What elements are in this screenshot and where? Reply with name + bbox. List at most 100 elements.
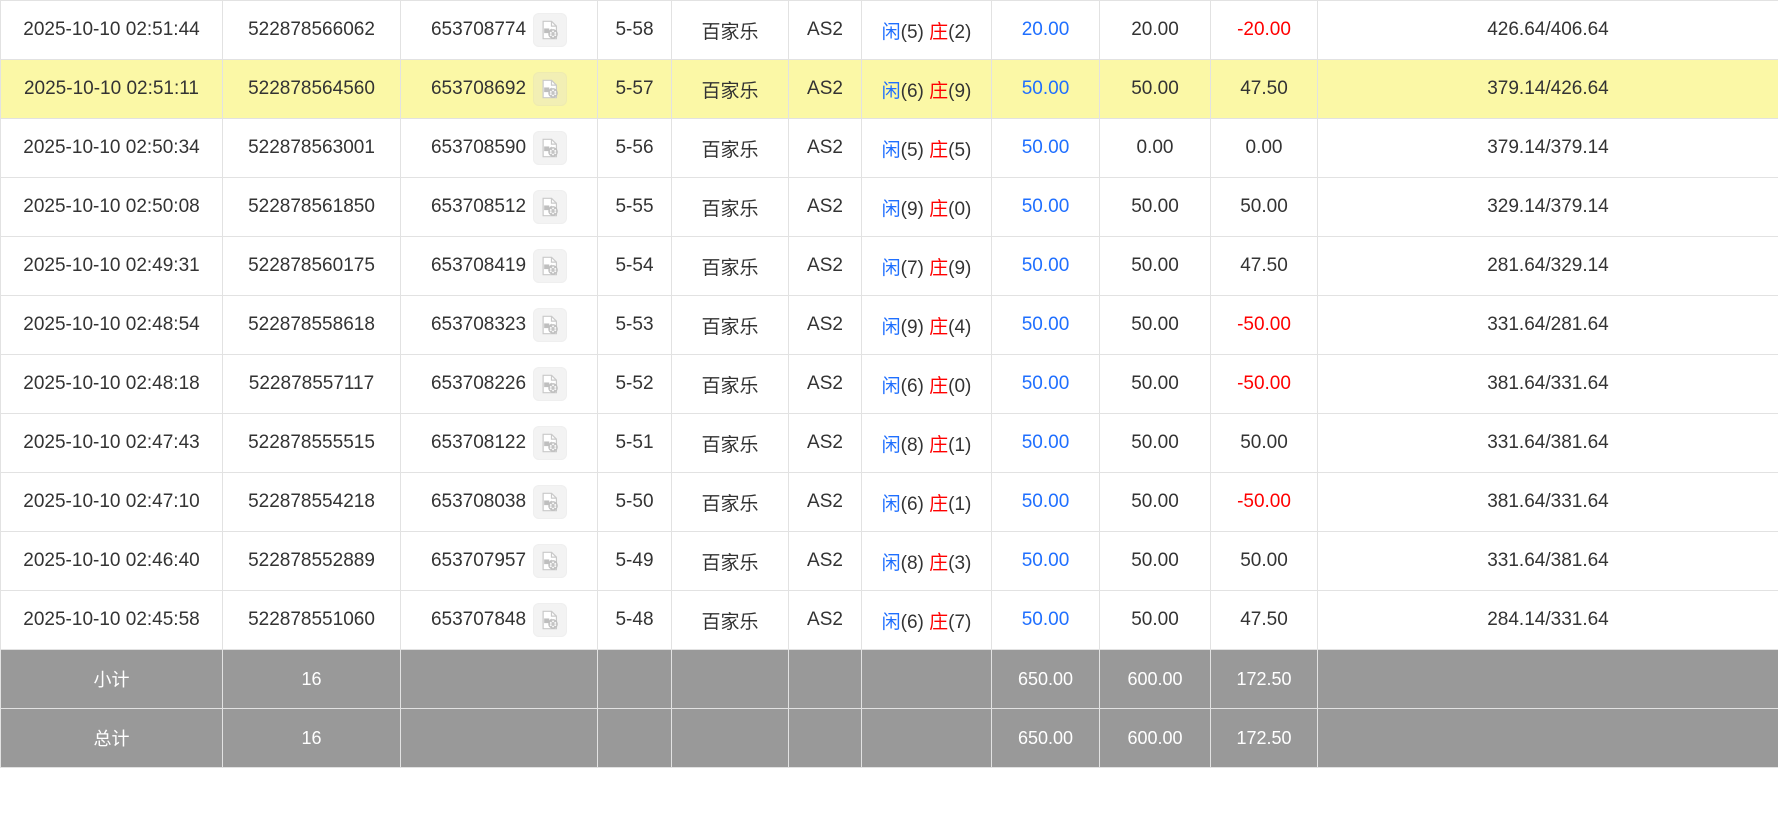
table-row[interactable]: 2025-10-10 02:50:34 522878563001 653708590… xyxy=(0,118,1778,178)
bet-time: 2025-10-10 02:50:34 xyxy=(0,118,223,178)
bet-records-table: 2025-10-10 02:51:44 522878566062 653708774… xyxy=(0,0,1778,768)
bet-amount: 50.00 xyxy=(991,177,1100,237)
valid-bet-amount: 20.00 xyxy=(1099,0,1211,60)
player-points: (8) xyxy=(900,434,924,456)
table-name: AS2 xyxy=(788,59,862,119)
shoe-round: 5-54 xyxy=(597,236,672,296)
bet-amount: 50.00 xyxy=(991,413,1100,473)
banker-points: (0) xyxy=(948,375,972,397)
replay-video-icon[interactable] xyxy=(533,426,568,460)
bet-number: 522878566062 xyxy=(222,0,401,60)
table-row[interactable]: 2025-10-10 02:49:31 522878560175 653708419… xyxy=(0,236,1778,296)
shoe-round: 5-50 xyxy=(597,472,672,532)
balance-before-after: 284.14/331.64 xyxy=(1317,590,1778,650)
game-name: 百家乐 xyxy=(671,236,789,296)
valid-bet-amount: 50.00 xyxy=(1099,590,1211,650)
payout-amount: 50.00 xyxy=(1210,531,1318,591)
bet-time: 2025-10-10 02:51:11 xyxy=(0,59,223,119)
total-game xyxy=(671,708,789,768)
replay-video-icon[interactable] xyxy=(533,13,568,47)
banker-label: 庄 xyxy=(929,552,949,574)
round-number-cell: 653707957 xyxy=(400,531,598,591)
table-row[interactable]: 2025-10-10 02:51:44 522878566062 653708774… xyxy=(0,0,1778,60)
replay-video-icon[interactable] xyxy=(533,367,568,401)
player-label: 闲 xyxy=(881,198,901,220)
valid-bet-amount: 50.00 xyxy=(1099,413,1211,473)
table-row[interactable]: 2025-10-10 02:50:08 522878561850 653708512… xyxy=(0,177,1778,237)
bet-number: 522878555515 xyxy=(222,413,401,473)
banker-label: 庄 xyxy=(929,316,949,338)
round-number-cell: 653708774 xyxy=(400,0,598,60)
banker-points: (4) xyxy=(948,316,972,338)
player-points: (9) xyxy=(900,316,924,338)
total-balance xyxy=(1317,708,1778,768)
bet-amount: 50.00 xyxy=(991,531,1100,591)
table-row[interactable]: 2025-10-10 02:48:54 522878558618 653708323… xyxy=(0,295,1778,355)
table-row[interactable]: 2025-10-10 02:47:10 522878554218 653708038… xyxy=(0,472,1778,532)
replay-video-icon[interactable] xyxy=(533,308,568,342)
banker-label: 庄 xyxy=(929,434,949,456)
game-result-cell: 闲(6) 庄(0) xyxy=(861,354,992,414)
total-result xyxy=(861,708,992,768)
bet-time: 2025-10-10 02:50:08 xyxy=(0,177,223,237)
round-number: 653707848 xyxy=(430,609,527,630)
banker-points: (7) xyxy=(948,611,972,633)
game-name: 百家乐 xyxy=(671,354,789,414)
table-row[interactable]: 2025-10-10 02:48:18 522878557117 653708226… xyxy=(0,354,1778,414)
payout-amount: -50.00 xyxy=(1210,472,1318,532)
replay-video-icon[interactable] xyxy=(533,485,568,519)
banker-points: (1) xyxy=(948,434,972,456)
table-row[interactable]: 2025-10-10 02:51:11 522878564560 653708692… xyxy=(0,59,1778,119)
valid-bet-amount: 0.00 xyxy=(1099,118,1211,178)
replay-video-icon[interactable] xyxy=(533,544,568,578)
subtotal-table xyxy=(788,649,862,709)
game-result-cell: 闲(8) 庄(1) xyxy=(861,413,992,473)
bet-number: 522878554218 xyxy=(222,472,401,532)
table-row[interactable]: 2025-10-10 02:45:58 522878551060 653707848… xyxy=(0,590,1778,650)
balance-before-after: 426.64/406.64 xyxy=(1317,0,1778,60)
game-name: 百家乐 xyxy=(671,295,789,355)
round-number: 653708323 xyxy=(430,314,527,335)
player-label: 闲 xyxy=(881,434,901,456)
round-number-cell: 653708323 xyxy=(400,295,598,355)
subtotal-valid-bet: 600.00 xyxy=(1099,649,1211,709)
payout-amount: -50.00 xyxy=(1210,354,1318,414)
replay-video-icon[interactable] xyxy=(533,190,568,224)
bet-number: 522878557117 xyxy=(222,354,401,414)
replay-video-icon[interactable] xyxy=(533,72,568,106)
game-name: 百家乐 xyxy=(671,413,789,473)
balance-before-after: 331.64/381.64 xyxy=(1317,413,1778,473)
bet-time: 2025-10-10 02:49:31 xyxy=(0,236,223,296)
valid-bet-amount: 50.00 xyxy=(1099,295,1211,355)
bet-time: 2025-10-10 02:46:40 xyxy=(0,531,223,591)
banker-label: 庄 xyxy=(929,21,949,43)
bet-amount: 50.00 xyxy=(991,590,1100,650)
table-name: AS2 xyxy=(788,354,862,414)
balance-before-after: 331.64/281.64 xyxy=(1317,295,1778,355)
round-number: 653708590 xyxy=(430,137,527,158)
bet-number: 522878551060 xyxy=(222,590,401,650)
table-name: AS2 xyxy=(788,0,862,60)
shoe-round: 5-57 xyxy=(597,59,672,119)
table-row[interactable]: 2025-10-10 02:46:40 522878552889 653707957… xyxy=(0,531,1778,591)
replay-video-icon[interactable] xyxy=(533,131,568,165)
shoe-round: 5-55 xyxy=(597,177,672,237)
bet-number: 522878552889 xyxy=(222,531,401,591)
subtotal-count: 16 xyxy=(222,649,401,709)
replay-video-icon[interactable] xyxy=(533,249,568,283)
replay-video-icon[interactable] xyxy=(533,603,568,637)
shoe-round: 5-51 xyxy=(597,413,672,473)
round-number: 653707957 xyxy=(430,550,527,571)
subtotal-result xyxy=(861,649,992,709)
banker-label: 庄 xyxy=(929,198,949,220)
table-name: AS2 xyxy=(788,118,862,178)
banker-label: 庄 xyxy=(929,139,949,161)
player-points: (6) xyxy=(900,493,924,515)
round-number: 653708226 xyxy=(430,373,527,394)
total-round xyxy=(400,708,598,768)
table-row[interactable]: 2025-10-10 02:47:43 522878555515 653708122… xyxy=(0,413,1778,473)
player-label: 闲 xyxy=(881,21,901,43)
game-result-cell: 闲(8) 庄(3) xyxy=(861,531,992,591)
table-name: AS2 xyxy=(788,472,862,532)
shoe-round: 5-49 xyxy=(597,531,672,591)
